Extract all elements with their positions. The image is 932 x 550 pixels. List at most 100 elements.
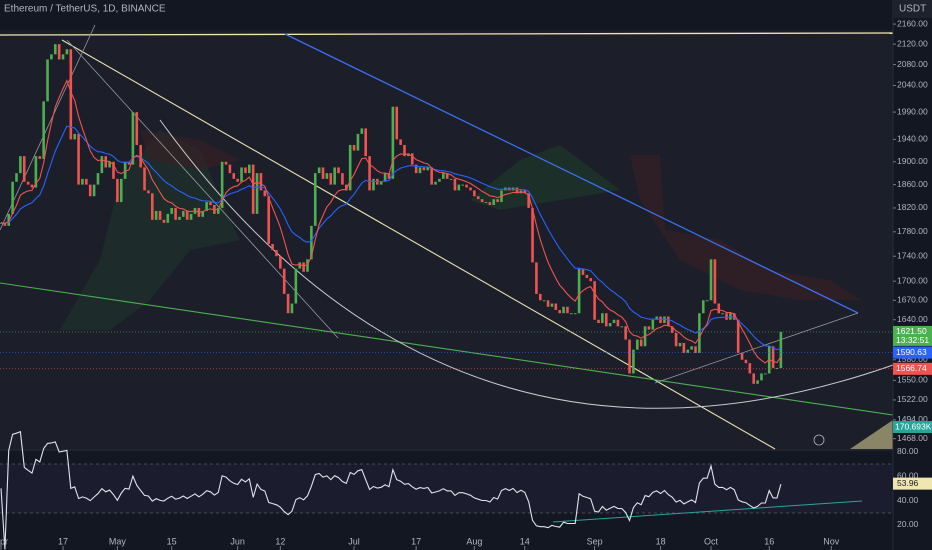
candle [573, 313, 577, 315]
x-tick-label: 14 [520, 536, 530, 546]
candle [65, 49, 69, 55]
candle [321, 167, 325, 179]
candle [216, 207, 220, 214]
candle [131, 112, 135, 165]
candle [26, 181, 30, 185]
candle [407, 153, 410, 157]
trend-line [0, 282, 894, 416]
candle [465, 184, 468, 188]
candle [147, 190, 150, 194]
candle [430, 167, 433, 185]
candle [15, 173, 18, 182]
y-tick-label: 2080.00 [897, 59, 928, 69]
trend-line [66, 39, 339, 339]
candle [740, 353, 744, 360]
candle [302, 262, 305, 272]
candle [585, 274, 589, 279]
trend-line [0, 24, 96, 231]
candle [752, 373, 756, 384]
candle [445, 173, 449, 179]
candle [344, 184, 348, 191]
trend-line [284, 33, 859, 314]
arc [159, 119, 894, 409]
rsi-tick-label: 40.00 [897, 495, 919, 505]
candle [604, 313, 608, 327]
candle [701, 300, 705, 314]
trend-line [552, 500, 863, 523]
candle [434, 181, 437, 185]
candle [30, 184, 34, 188]
candle [73, 133, 76, 140]
x-tick-label: 15 [167, 536, 177, 546]
candle [88, 184, 92, 197]
candle [566, 306, 569, 314]
y-tick-label: 1940.00 [897, 134, 928, 144]
candle [601, 313, 604, 324]
candle [170, 207, 173, 214]
candle [224, 161, 228, 165]
title: Ethereum / TetherUS, 1D, BINANCE [4, 4, 166, 15]
candle [558, 309, 562, 314]
candle [57, 44, 61, 60]
candle [624, 326, 627, 340]
candle [542, 300, 546, 302]
candle [100, 156, 104, 174]
price-tag [893, 362, 932, 375]
candle [678, 342, 682, 347]
candle [69, 49, 73, 140]
candle [259, 173, 263, 191]
candle [422, 167, 426, 171]
candle [298, 262, 302, 269]
rsi-tick-label: 80.00 [897, 446, 919, 456]
candle [267, 196, 270, 244]
price-tag-label: 1566.74 [896, 363, 927, 373]
candle [247, 164, 251, 174]
candle [294, 268, 298, 304]
candle [236, 178, 239, 182]
candle [251, 164, 255, 214]
candle [410, 153, 414, 165]
trend-line [0, 32, 894, 36]
candle [651, 319, 655, 330]
candle [550, 303, 554, 307]
candle [461, 184, 464, 186]
candle [764, 373, 767, 375]
candle [139, 144, 142, 168]
candle [61, 54, 65, 60]
trend-line [61, 39, 776, 450]
x-tick-label: May [109, 536, 127, 546]
candle [313, 173, 317, 226]
candle [779, 331, 783, 368]
candle [232, 173, 236, 179]
candle [387, 173, 391, 179]
candle [352, 144, 356, 151]
candle [135, 112, 139, 145]
candle [81, 178, 84, 185]
candle [418, 167, 422, 174]
price-tag [893, 325, 932, 346]
candle [694, 346, 697, 354]
candle [736, 319, 740, 354]
price-tag-label: 1590.63 [896, 347, 927, 357]
candle [698, 313, 701, 354]
candle [577, 268, 581, 314]
candle [271, 243, 274, 251]
rsi-band [0, 464, 893, 513]
candle [717, 303, 721, 314]
x-tick-label: Nov [823, 536, 840, 546]
candle [647, 326, 651, 330]
y-tick-label: 2160.00 [897, 18, 928, 28]
flash-icon[interactable] [813, 434, 825, 446]
candle [399, 139, 402, 145]
candle [705, 300, 709, 302]
x-tick-label: 16 [764, 536, 774, 546]
candle [96, 173, 100, 185]
candle [496, 199, 499, 203]
candle [414, 164, 418, 174]
candle [38, 156, 42, 159]
x-tick-label: 12 [275, 536, 285, 546]
rsi-tick-label: 20.00 [897, 519, 919, 529]
candle [123, 161, 127, 179]
candle [636, 339, 639, 350]
candle [286, 293, 290, 314]
